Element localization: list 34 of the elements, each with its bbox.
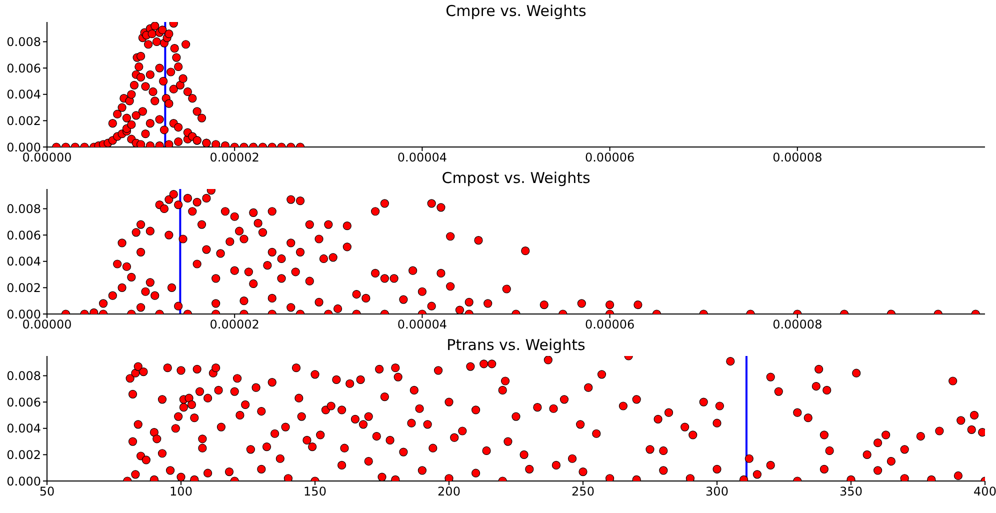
y-tick-label: 0.002 (6, 114, 41, 128)
y-tick-label: 0.004 (6, 88, 41, 102)
x-tick-label: 100 (170, 484, 192, 499)
x-tick-label: 0.00004 (397, 318, 448, 332)
x-tick-label: 0.00008 (772, 150, 822, 165)
x-tick-label: 200 (438, 484, 460, 499)
x-tick-label: 300 (706, 484, 728, 499)
x-tick-label: 350 (840, 484, 862, 499)
x-tick-label: 400 (974, 484, 996, 499)
x-tick-label: 0.00004 (397, 150, 448, 165)
chart-title: Cmpost vs. Weights (440, 169, 592, 187)
x-tick-label: 0.00006 (584, 318, 635, 332)
y-tick-label: 0.000 (6, 474, 41, 488)
x-tick-label: 0.00006 (584, 150, 635, 165)
y-tick-label: 0.002 (6, 280, 41, 295)
x-tick-label: 0.00002 (210, 318, 260, 332)
x-tick-label: 0.00008 (772, 318, 822, 332)
y-tick-label: 0.008 (6, 34, 41, 49)
chart-title: Cmpre vs. Weights (444, 2, 588, 20)
y-tick-label: 0.004 (6, 422, 41, 436)
y-tick-label: 0.004 (6, 254, 41, 269)
chart-title: Ptrans vs. Weights (446, 336, 586, 354)
y-tick-label: 0.006 (6, 228, 41, 242)
y-tick-label: 0.006 (6, 395, 41, 410)
y-tick-label: 0.002 (6, 448, 41, 462)
x-tick-label: 0.00000 (22, 318, 72, 332)
x-tick-label: 0.00000 (22, 150, 72, 165)
x-tick-label: 0.00002 (210, 150, 260, 165)
x-tick-label: 250 (572, 484, 594, 499)
x-tick-label: 50 (39, 484, 55, 499)
y-tick-label: 0.006 (6, 61, 41, 76)
x-tick-label: 150 (304, 484, 326, 499)
y-tick-label: 0.008 (6, 368, 41, 383)
y-tick-label: 0.008 (6, 202, 41, 216)
